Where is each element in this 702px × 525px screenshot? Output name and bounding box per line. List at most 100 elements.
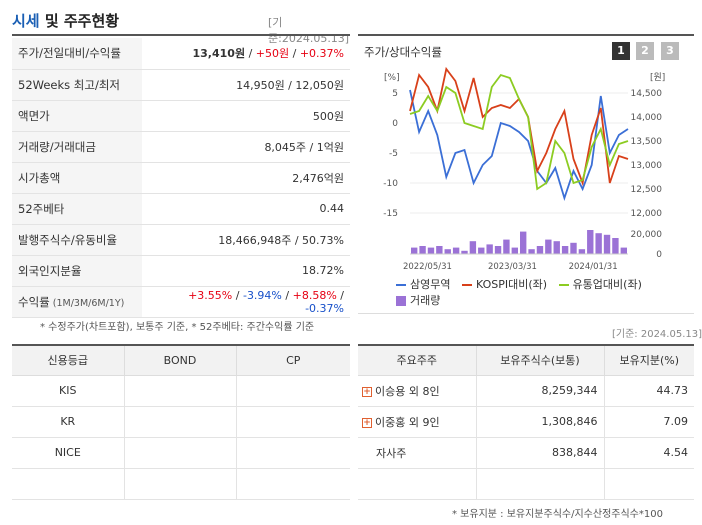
- table-header-row: 신용등급 BOND CP: [12, 346, 350, 376]
- volume-bar: [561, 246, 569, 254]
- left-tick-label: -5: [389, 149, 398, 159]
- row-label: 외국인지분율: [12, 255, 142, 287]
- left-tick-label: -10: [383, 179, 398, 189]
- table-row: 거래량/거래대금 8,045주 / 1억원: [12, 131, 350, 163]
- volume-bar: [444, 249, 451, 254]
- row-value: 18.72%: [142, 255, 350, 287]
- holders-top-border: [358, 344, 694, 346]
- holder-name-cell[interactable]: + 이중홍 외 9인: [358, 406, 477, 438]
- row-label: 거래량/거래대금: [12, 131, 142, 163]
- table-row: [358, 468, 694, 500]
- quote-table: 주가/전일대비/수익률 13,410원 / +50원 / +0.37% 52We…: [12, 38, 350, 318]
- legend-item-volume: 거래량: [396, 292, 440, 308]
- row-label: 52Weeks 최고/최저: [12, 69, 142, 101]
- quote-footnote: * 수정주가(차트포함), 보통주 기준, * 52주베타: 주간수익률 기준: [40, 322, 315, 333]
- volume-bar: [612, 238, 619, 254]
- volume-bar: [461, 250, 468, 254]
- row-label: 주가/전일대비/수익률: [12, 38, 142, 70]
- expand-icon[interactable]: +: [362, 386, 372, 397]
- right-tick-label: 12,000: [631, 209, 663, 219]
- table-header-row: 주요주주 보유주식수(보통) 보유지분(%): [358, 346, 694, 376]
- section-title: 시세 및 주주현황: [12, 12, 120, 30]
- price-chart: [%] [원] 5 0 -5 -10 -15 14,500 14,000 13,500 13,000…: [383, 66, 665, 272]
- returns-label: 수익률 (1M/3M/6M/1Y): [12, 286, 142, 318]
- price-change-value: 13,410원 / +50원 / +0.37%: [142, 38, 350, 70]
- left-tick-label: -15: [383, 209, 398, 219]
- chart-page-3-button[interactable]: 3: [661, 42, 679, 60]
- volume-bar: [570, 242, 577, 254]
- table-row: 액면가 500원: [12, 100, 350, 132]
- table-row: + 이중홍 외 9인 1,308,846 7.09: [358, 406, 694, 438]
- shares-cell: 8,259,344: [476, 375, 605, 407]
- x-tick-label: 2024/01/31: [569, 262, 618, 272]
- header-divider: [12, 34, 350, 36]
- volume-bar: [587, 230, 594, 254]
- chart-legend: 삼영무역 KOSPI대비(좌) 유통업대비(좌): [396, 276, 642, 292]
- volume-tick-label: 20,000: [631, 230, 663, 240]
- volume-bar: [503, 239, 510, 254]
- table-row: 외국인지분율 18.72%: [12, 255, 350, 287]
- row-value: 14,950원 / 12,050원: [142, 69, 350, 101]
- credit-rating-table: 신용등급 BOND CP KIS KR NICE: [12, 346, 350, 500]
- table-row: KIS: [12, 375, 350, 407]
- volume-bar: [620, 247, 627, 254]
- major-holders-table: 주요주주 보유주식수(보통) 보유지분(%) + 이승용 외 8인 8,259,3…: [358, 346, 694, 500]
- chart-page-2-button[interactable]: 2: [636, 42, 654, 60]
- left-tick-label: 0: [392, 119, 398, 129]
- volume-bar: [494, 246, 502, 254]
- table-row: + 이승용 외 8인 8,259,344 44.73: [358, 375, 694, 407]
- table-row: 수익률 (1M/3M/6M/1Y) +3.55% / -3.94% / +8.5…: [12, 286, 350, 318]
- credit-top-border: [12, 344, 350, 346]
- volume-bar: [528, 249, 535, 254]
- header-divider-right: [358, 34, 694, 36]
- series-line-2: [409, 66, 629, 187]
- volume-bar: [486, 244, 493, 254]
- row-label: 52주베타: [12, 193, 142, 225]
- volume-bar: [427, 247, 435, 254]
- expand-icon[interactable]: +: [362, 417, 372, 428]
- column-header: 보유주식수(보통): [476, 346, 605, 376]
- holder-name-cell[interactable]: + 이승용 외 8인: [358, 375, 477, 407]
- column-header: 주요주주: [358, 346, 477, 376]
- row-value: 18,466,948주 / 50.73%: [142, 224, 350, 256]
- row-label: 발행주식수/유동비율: [12, 224, 142, 256]
- right-tick-label: 14,500: [631, 89, 663, 99]
- row-value: 8,045주 / 1억원: [142, 131, 350, 163]
- table-row: NICE: [12, 437, 350, 469]
- right-tick-label: 13,500: [631, 137, 663, 147]
- row-value: 2,476억원: [142, 162, 350, 194]
- pct-cell: 7.09: [604, 406, 694, 438]
- volume-bar: [553, 241, 560, 254]
- right-tick-label: 12,500: [631, 185, 663, 195]
- table-row: 52Weeks 최고/최저 14,950원 / 12,050원: [12, 69, 350, 101]
- shares-cell: 838,844: [476, 437, 605, 469]
- volume-bar: [578, 249, 586, 254]
- agency-cell: NICE: [12, 437, 125, 469]
- chart-page-1-button[interactable]: 1: [612, 42, 630, 60]
- agency-cell: KIS: [12, 375, 125, 407]
- volume-bar: [603, 234, 611, 254]
- legend-item-kospi: KOSPI대비(좌): [461, 278, 547, 291]
- legend-item-stock: 삼영무역: [396, 278, 450, 291]
- x-tick-label: 2023/03/31: [488, 262, 537, 272]
- volume-bar: [511, 247, 518, 254]
- row-value: 0.44: [142, 193, 350, 225]
- column-header: BOND: [124, 346, 237, 376]
- column-header: 보유지분(%): [604, 346, 694, 376]
- chart-title: 주가/상대수익률: [364, 45, 442, 59]
- volume-bar: [452, 247, 460, 254]
- series-line-1: [409, 89, 629, 201]
- volume-bar: [419, 246, 426, 254]
- table-row: 시가총액 2,476억원: [12, 162, 350, 194]
- left-tick-label: 5: [392, 89, 398, 99]
- legend-item-sector: 유통업대비(좌): [558, 278, 642, 291]
- shares-cell: 1,308,846: [476, 406, 605, 438]
- table-row: 52주베타 0.44: [12, 193, 350, 225]
- returns-value: +3.55% / -3.94% / +8.58% / -0.37%: [142, 286, 350, 318]
- row-label: 액면가: [12, 100, 142, 132]
- volume-bar: [411, 247, 418, 254]
- x-tick-label: 2022/05/31: [403, 262, 452, 272]
- row-value: 500원: [142, 100, 350, 132]
- volume-tick-label: 0: [656, 250, 662, 260]
- chart-bottom-divider: [358, 313, 694, 314]
